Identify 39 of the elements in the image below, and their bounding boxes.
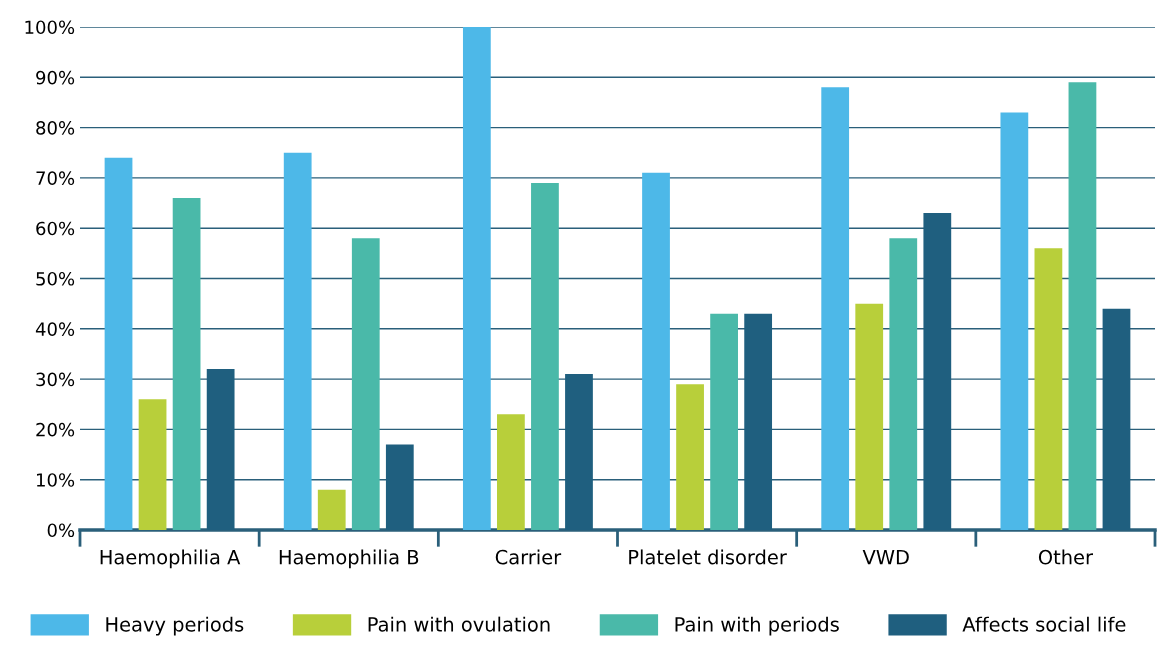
bar [462, 27, 491, 530]
y-tick-label: 30% [36, 372, 75, 387]
bar [283, 152, 312, 530]
y-tick-label: 20% [36, 422, 75, 437]
y-tick-label: 10% [36, 473, 75, 487]
x-tick-label: Other [1038, 549, 1094, 565]
bar [710, 313, 738, 530]
x-tick-label: Haemophilia A [100, 549, 241, 569]
y-tick-label: 60% [36, 221, 75, 236]
bar [1000, 112, 1029, 530]
bar [676, 384, 704, 530]
x-tick-label: Carrier [495, 549, 562, 565]
bar [855, 303, 884, 530]
y-tick-label: 80% [36, 121, 75, 135]
x-tick-label: Haemophilia B [279, 549, 419, 569]
bar [351, 238, 380, 530]
x-tick-label: VWD [862, 550, 909, 565]
y-tick-label: 50% [36, 271, 75, 286]
y-tick-label: 40% [35, 322, 75, 336]
bar [642, 172, 670, 530]
legend-label: Pain with periods [675, 616, 839, 636]
bar [531, 182, 559, 530]
x-tick-label: Platelet disorder [629, 549, 787, 565]
bar [317, 489, 346, 530]
bar [172, 198, 201, 530]
bar [104, 157, 133, 530]
bar [1068, 82, 1097, 530]
y-tick-label: 90% [36, 70, 75, 85]
y-tick-label: 0% [47, 523, 75, 538]
bar [889, 238, 918, 530]
bar [138, 399, 167, 530]
legend-label: Affects social life [962, 616, 1126, 632]
y-tick-label: 70% [36, 171, 75, 186]
legend-label: Heavy periods [106, 616, 244, 636]
legend-label: Pain with ovulation [368, 616, 550, 632]
y-tick-label: 100% [25, 20, 75, 35]
bar [1034, 248, 1063, 530]
bar [821, 87, 850, 530]
bar [497, 414, 525, 530]
